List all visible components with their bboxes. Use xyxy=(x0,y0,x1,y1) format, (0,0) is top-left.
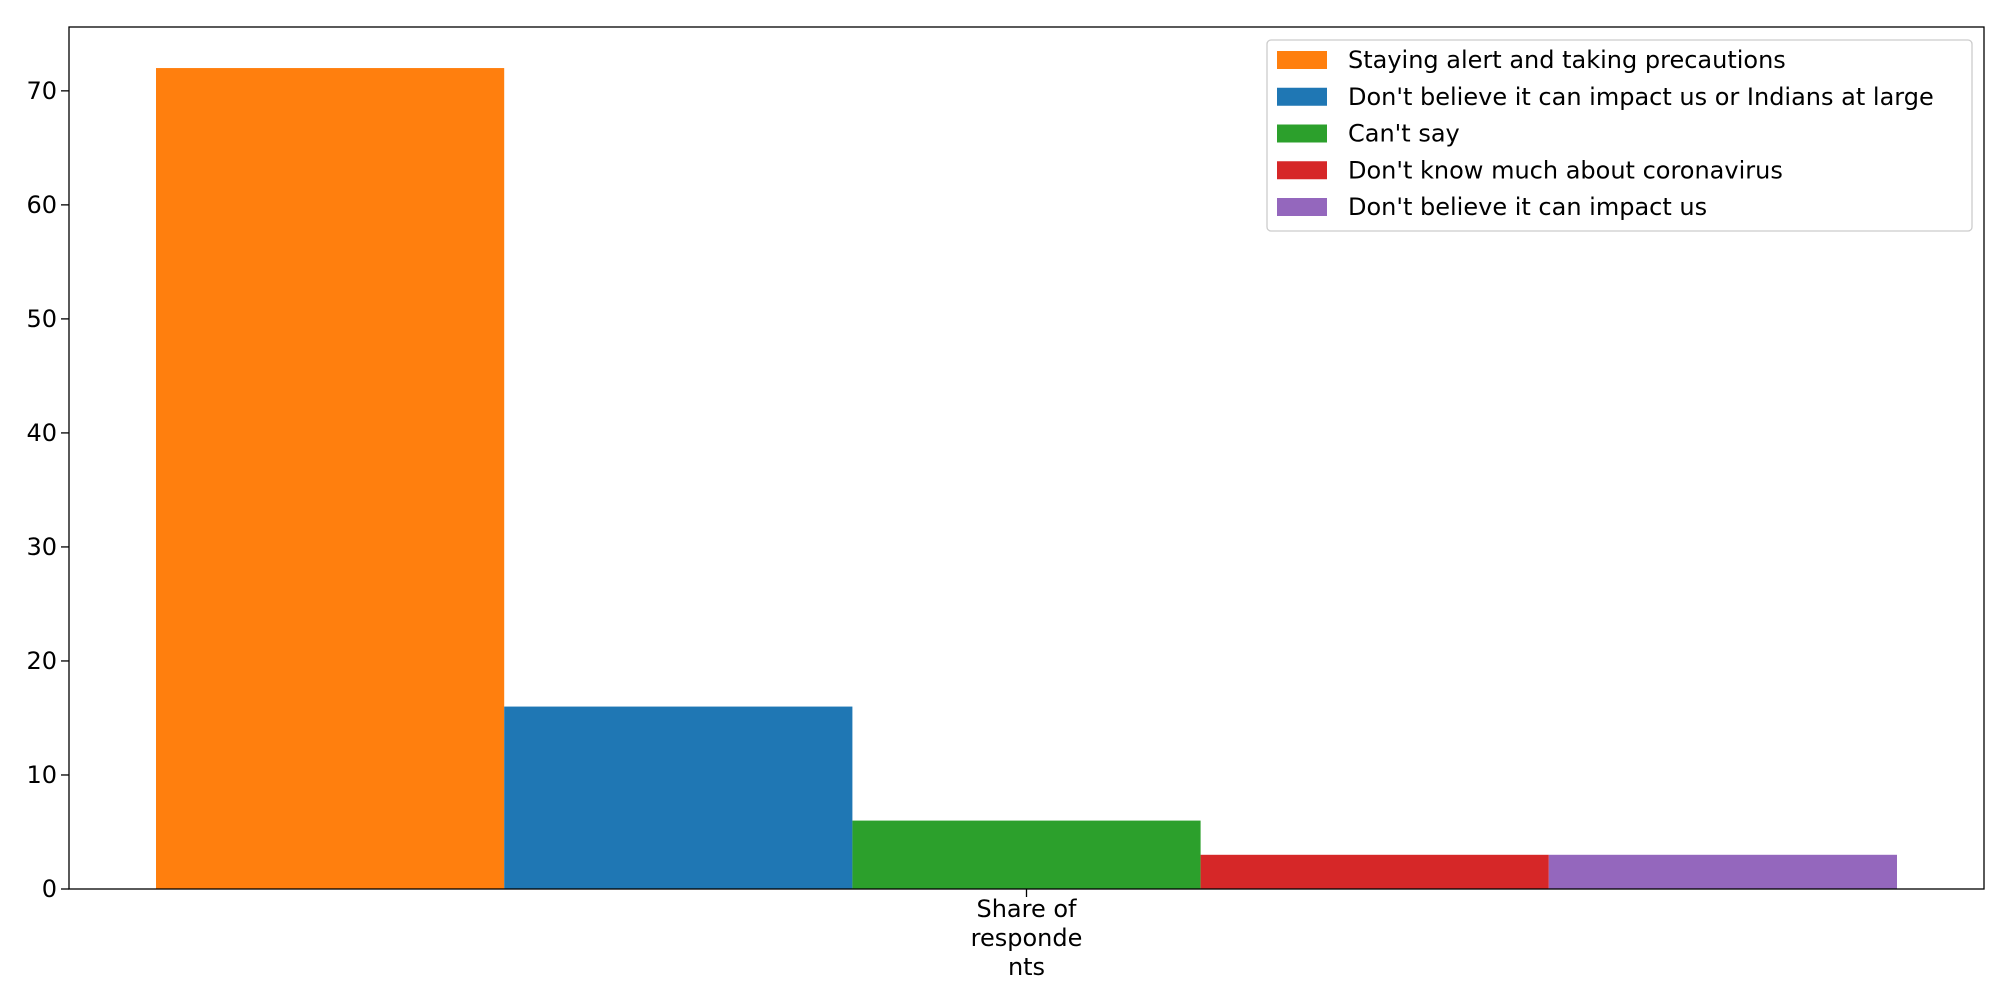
bar-2 xyxy=(504,706,853,889)
legend-label-3: Can't say xyxy=(1348,120,1460,148)
legend-label-4: Don't know much about coronavirus xyxy=(1348,156,1783,184)
legend-label-1: Staying alert and taking precautions xyxy=(1348,46,1786,74)
bar-1 xyxy=(156,68,505,890)
legend-label-5: Don't believe it can impact us xyxy=(1348,193,1707,221)
x-axis: Share of responde nts xyxy=(971,889,1083,981)
y-tick-label: 50 xyxy=(26,305,57,333)
x-tick-label: Share of responde nts xyxy=(971,895,1083,981)
y-axis: 0 10 20 30 40 50 60 70 xyxy=(26,77,69,903)
bars-layer xyxy=(156,68,1897,890)
y-tick-label: 0 xyxy=(42,875,57,903)
legend-swatch-2 xyxy=(1277,87,1327,106)
y-tick-label: 60 xyxy=(26,191,57,219)
y-tick-label: 20 xyxy=(26,647,57,675)
bar-3 xyxy=(852,820,1201,889)
y-tick-label: 10 xyxy=(26,761,57,789)
legend-swatch-1 xyxy=(1277,51,1327,69)
y-tick-label: 40 xyxy=(26,419,57,447)
legend-box xyxy=(1266,39,1973,232)
legend-label-2: Don't believe it can impact us or Indian… xyxy=(1348,83,1934,111)
legend-swatch-5 xyxy=(1277,198,1327,216)
bar-5 xyxy=(1548,854,1897,889)
legend: Staying alert and taking precautions Don'… xyxy=(1266,39,1973,232)
legend-swatch-3 xyxy=(1277,124,1327,143)
bar-4 xyxy=(1200,854,1549,889)
legend-swatch-4 xyxy=(1277,161,1327,180)
y-tick-label: 70 xyxy=(26,77,57,105)
y-tick-label: 30 xyxy=(26,533,57,561)
